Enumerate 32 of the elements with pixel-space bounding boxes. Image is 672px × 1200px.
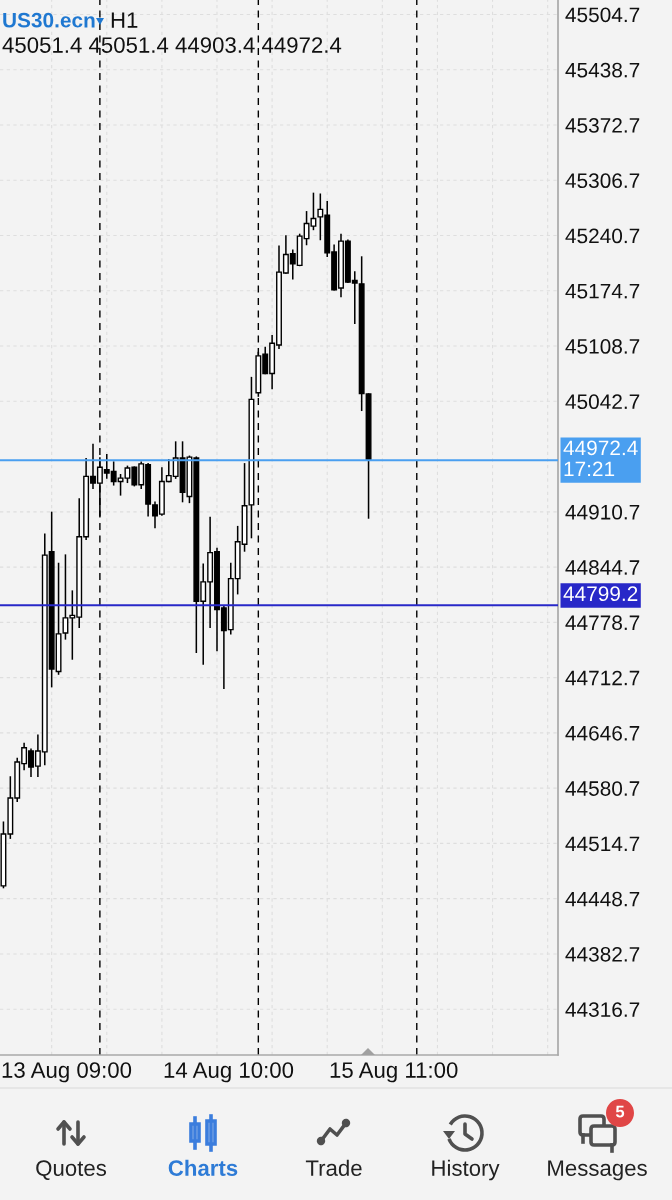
y-tick-label: 45240.7 [565,228,640,244]
text: 45051.4 45051.4 44903.4 44972.4 [2,37,342,53]
y-tick-label: 44382.7 [565,946,640,962]
y-tick-label: 45174.7 [565,284,640,299]
y-tick-label: 45372.7 [565,118,640,133]
y-tick-label: 44844.7 [565,560,640,575]
y-tick-label: 44448.7 [565,891,640,907]
y-tick-label: 44778.7 [565,615,640,631]
y-tick-label: 44646.7 [565,725,640,741]
annotation: H1 [111,12,138,28]
y-tick-label: 44316.7 [565,1002,640,1017]
text: 5 [615,1105,625,1118]
y-tick-label: 44514.7 [565,836,640,852]
text: Messages [548,1160,647,1181]
y-tick-label: 45438.7 [565,62,640,78]
text: Charts [168,1159,238,1176]
y-tick-label: 45108.7 [565,339,640,354]
text: Quotes [36,1160,107,1180]
y-tick-label: 45306.7 [565,173,640,189]
text: 15 Aug 11:00 [330,1062,458,1083]
y-tick-label: 45042.7 [565,394,640,410]
text: 14 Aug 10:00 [164,1062,294,1083]
ref-line-label: 44799.2 [563,586,638,602]
text: History [432,1159,500,1181]
y-tick-label: 44712.7 [565,670,640,686]
text: Trade [305,1159,362,1176]
ref-line-label: 44972.4 17:21 [563,440,638,477]
y-tick-label: 45504.7 [565,7,640,23]
chart-title: US30.ecn [3,12,95,28]
y-tick-label: 44910.7 [565,504,640,520]
y-tick-label: 44580.7 [565,781,640,796]
text: 13 Aug 09:00 [2,1062,132,1083]
